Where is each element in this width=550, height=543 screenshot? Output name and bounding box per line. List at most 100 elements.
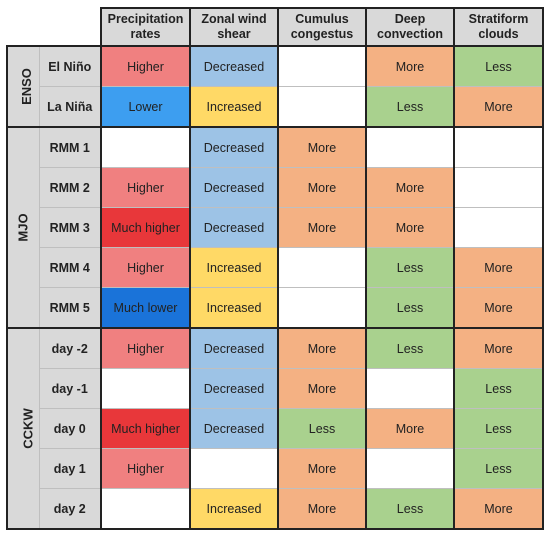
table-row: day 2 Increased More Less More (7, 488, 544, 530)
table-cell: Less (365, 287, 455, 329)
table-cell: Decreased (189, 207, 279, 248)
table-cell: Higher (100, 45, 191, 87)
table-cell: Increased (189, 247, 279, 288)
table-cell: More (277, 167, 367, 208)
table-cell: More (453, 247, 544, 288)
table-cell (453, 167, 544, 208)
table-row: day -1 Decreased More Less (7, 368, 544, 409)
row-label: RMM 1 (38, 126, 102, 168)
table-cell: Less (365, 488, 455, 530)
column-header: Stratiform clouds (453, 7, 544, 47)
row-label: RMM 4 (38, 247, 102, 288)
table-row: RMM 5 Much lower Increased Less More (7, 287, 544, 329)
table-row: CCKW day -2 Higher Decreased More Less More (6, 327, 544, 530)
table-cell: Higher (100, 247, 191, 288)
group-label-cell: ENSO (6, 45, 40, 128)
table-cell: More (453, 86, 544, 128)
table-cell: Decreased (189, 408, 279, 449)
table-row: RMM 4 Higher Increased Less More (7, 247, 544, 288)
table-cell: Higher (100, 327, 191, 369)
table-row: day 0 Much higher Decreased Less More Less (7, 408, 544, 449)
table-cell: Higher (100, 167, 191, 208)
table-cell: More (365, 207, 455, 248)
row-label: RMM 5 (38, 287, 102, 329)
table-row: ENSO El Niño Higher Decreased More Less (6, 45, 544, 128)
table-cell: Increased (189, 287, 279, 329)
table-row: RMM 3 Much higher Decreased More More (7, 207, 544, 248)
table-cell: More (277, 368, 367, 409)
table-row: MJO RMM 1 Decreased More (6, 126, 544, 329)
table-row: La Niña Lower Increased Less More (7, 86, 544, 128)
table-cell (100, 126, 191, 168)
table-cell (277, 86, 367, 128)
table-cell (453, 126, 544, 168)
table-cell: Much higher (100, 408, 191, 449)
table-cell: Less (365, 86, 455, 128)
group-label: ENSO (18, 68, 34, 105)
table-cell: Less (453, 448, 544, 489)
table-cell (277, 287, 367, 329)
table-body: ENSO El Niño Higher Decreased More Less La Niñ… (6, 45, 544, 530)
row-label: El Niño (38, 45, 102, 87)
table-cell (365, 368, 455, 409)
table-cell: Decreased (189, 167, 279, 208)
table-cell: Much lower (100, 287, 191, 329)
table-cell (453, 207, 544, 248)
table-cell: More (365, 167, 455, 208)
table-cell: Increased (189, 488, 279, 530)
row-label: RMM 3 (38, 207, 102, 248)
column-header: Zonal wind shear (189, 7, 279, 47)
row-label: La Niña (38, 86, 102, 128)
table-cell: Less (453, 45, 544, 87)
table-cell: Less (365, 247, 455, 288)
table-cell: Lower (100, 86, 191, 128)
table-cell: More (277, 327, 367, 369)
table-cell: Decreased (189, 45, 279, 87)
group-label: MJO (15, 213, 31, 242)
table-cell (365, 448, 455, 489)
row-label: day -1 (38, 368, 102, 409)
table-cell: More (277, 207, 367, 248)
group-label-cell: MJO (6, 126, 40, 329)
group-label-cell: CCKW (6, 327, 40, 530)
table-cell (365, 126, 455, 168)
table-cell: Much higher (100, 207, 191, 248)
table-cell: More (277, 126, 367, 168)
table-cell: Decreased (189, 126, 279, 168)
comparison-table: Precipitation rates Zonal wind shear Cum… (6, 7, 544, 530)
corner-cell (6, 7, 102, 47)
table-cell: Less (453, 368, 544, 409)
table-cell (277, 45, 367, 87)
column-header: Precipitation rates (100, 7, 191, 47)
table-cell: More (365, 45, 455, 87)
row-label: RMM 2 (38, 167, 102, 208)
table-cell: More (365, 408, 455, 449)
table-cell (100, 368, 191, 409)
table-cell: Increased (189, 86, 279, 128)
table-cell (277, 247, 367, 288)
table-cell: Decreased (189, 327, 279, 369)
table-cell: More (453, 327, 544, 369)
group-label: CCKW (20, 408, 36, 449)
table-cell: Less (453, 408, 544, 449)
table-row: RMM 2 Higher Decreased More More (7, 167, 544, 208)
table-cell: More (277, 488, 367, 530)
table-row: day 1 Higher More Less (7, 448, 544, 489)
table-cell: Decreased (189, 368, 279, 409)
column-header: Deep convection (365, 7, 455, 47)
row-label: day -2 (38, 327, 102, 369)
column-header: Cumulus congestus (277, 7, 367, 47)
table-cell: More (453, 488, 544, 530)
row-label: day 0 (38, 408, 102, 449)
table-cell: More (277, 448, 367, 489)
table-cell: Less (365, 327, 455, 369)
table-cell (189, 448, 279, 489)
header-row: Precipitation rates Zonal wind shear Cum… (6, 7, 544, 47)
table-cell: More (453, 287, 544, 329)
table-cell (100, 488, 191, 530)
table-cell: Less (277, 408, 367, 449)
row-label: day 1 (38, 448, 102, 489)
row-label: day 2 (38, 488, 102, 530)
table-cell: Higher (100, 448, 191, 489)
